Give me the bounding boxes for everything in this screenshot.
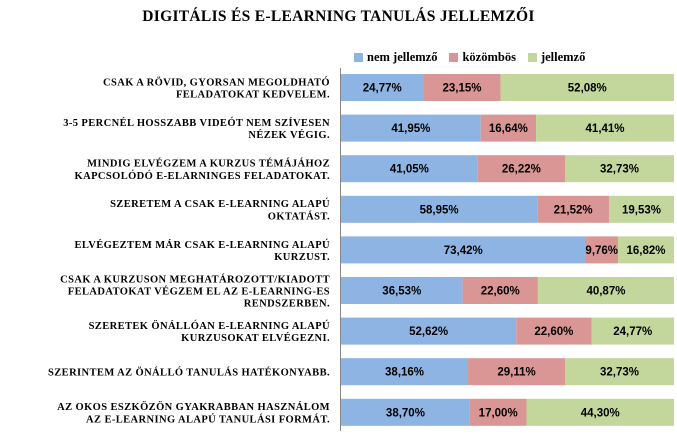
data-label: 17,00% — [479, 407, 518, 419]
bar-segment — [462, 277, 538, 304]
bar-segment — [591, 317, 674, 345]
data-label: 38,16% — [385, 367, 424, 379]
data-label: 52,62% — [409, 326, 448, 338]
category-label: KURZUST. — [274, 252, 330, 263]
category-label: CSAK A RÖVID, GYORSAN MEGOLDHATÓ — [103, 75, 330, 88]
category-label: 3-5 PERCNÉL HOSSZABB VIDEÓT NEM SZÍVESEN — [63, 117, 330, 129]
category-label: AZ E-LEARNING ALAPÚ TANULÁSI FORMÁT. — [86, 413, 330, 425]
legend-label: nem jellemző — [367, 49, 438, 64]
category-label: SZERETEK ÖNÁLLÓAN E-LEARNING ALAPÚ — [89, 319, 330, 332]
data-label: 24,77% — [363, 83, 402, 95]
legend-item: nem jellemző — [354, 50, 437, 65]
category-label: MINDIG ELVÉGZEM A KURZUS TÉMÁJÁHOZ — [87, 158, 330, 170]
bar-segment — [565, 155, 674, 183]
bar-segment — [341, 236, 586, 264]
bar-segment — [341, 317, 517, 345]
category-label: AZ OKOS ESZKÖZÖN GYAKRABBAN HASZNÁLOM — [57, 400, 330, 413]
data-label: 44,30% — [581, 407, 620, 419]
bar-segment — [341, 398, 470, 426]
bar-segment — [468, 358, 566, 386]
category-label: FELADATOKAT VÉGZEM EL AZ E-LEARNING-ES — [68, 286, 330, 298]
category-label: OKTATÁST. — [268, 210, 330, 222]
bar-segment — [585, 236, 618, 264]
bar-segment — [341, 358, 469, 386]
chart-title: DIGITÁLIS ÉS E-LEARNING TANULÁS JELLEMZŐ… — [142, 8, 535, 25]
data-label: 24,77% — [613, 326, 652, 338]
bar-segment — [608, 195, 674, 223]
bar-segment — [480, 114, 537, 142]
bar-segment — [341, 195, 538, 223]
data-label: 22,60% — [534, 326, 573, 338]
data-label: 41,05% — [390, 164, 429, 176]
legend-swatch — [449, 52, 459, 62]
legend-label: jellemző — [540, 49, 586, 64]
category-label: ELVÉGEZTEM MÁR CSAK E-LEARNING ALAPÚ — [74, 239, 330, 251]
bar-segment — [477, 155, 566, 183]
legend-swatch — [527, 52, 537, 62]
data-label: 38,70% — [386, 407, 425, 419]
data-label: 52,08% — [568, 83, 607, 95]
legend: nem jellemző közömbös jellemző — [354, 50, 597, 64]
data-label: 16,82% — [626, 245, 665, 257]
category-label: KAPCSOLÓDÓ E-ELARNINGES FELADATOKAT. — [75, 170, 330, 182]
bar-segment — [565, 358, 674, 386]
legend-item: közömbös — [449, 49, 516, 65]
category-label: SZERETEM A CSAK E-LEARNING ALAPÚ — [110, 198, 330, 210]
bar-segment — [469, 398, 527, 426]
data-label: 32,73% — [600, 367, 639, 379]
bar-segment — [617, 236, 674, 264]
data-label: 22,60% — [481, 286, 520, 298]
bar-segment — [537, 277, 674, 304]
category-label: RENDSZERBEN. — [244, 299, 330, 310]
legend-item: jellemző — [527, 49, 586, 65]
bar-segment — [341, 114, 481, 142]
bar-segment — [341, 277, 463, 304]
bar-segment — [516, 317, 592, 345]
bar-segment — [341, 155, 478, 183]
data-label: 21,52% — [554, 204, 593, 216]
category-label: CSAK A KURZUSON MEGHATÁROZOTT/KIADOTT — [60, 273, 330, 285]
legend-label: közömbös — [462, 49, 516, 64]
data-label: 58,95% — [420, 204, 459, 216]
bar-segment — [423, 74, 501, 101]
data-label: 23,15% — [443, 83, 482, 95]
data-label: 41,95% — [391, 123, 430, 135]
category-label: SZERINTEM AZ ÖNÁLLÓ TANULÁS HATÉKONYABB. — [48, 366, 330, 379]
category-label: KURZUSOKAT ELVÉGEZNI. — [181, 332, 330, 344]
data-label: 73,42% — [444, 245, 483, 257]
bar-segment — [537, 195, 609, 223]
bar-segment — [500, 74, 674, 101]
legend-swatch — [354, 52, 363, 62]
data-label: 40,87% — [586, 286, 625, 298]
category-label: FELADATOKAT KEDVELEM. — [176, 90, 330, 101]
bar-segment — [526, 398, 674, 426]
data-label: 16,64% — [489, 123, 528, 135]
data-label: 19,53% — [622, 204, 661, 216]
category-label: NÉZEK VÉGIG. — [248, 129, 330, 141]
data-label: 26,22% — [502, 164, 541, 176]
bar-segment — [536, 114, 674, 142]
data-label: 36,53% — [382, 286, 421, 298]
data-label: 9,76% — [585, 245, 618, 257]
bar-segment — [341, 74, 424, 101]
data-label: 41,41% — [586, 123, 625, 135]
data-label: 32,73% — [600, 164, 639, 176]
data-label: 29,11% — [497, 367, 535, 379]
